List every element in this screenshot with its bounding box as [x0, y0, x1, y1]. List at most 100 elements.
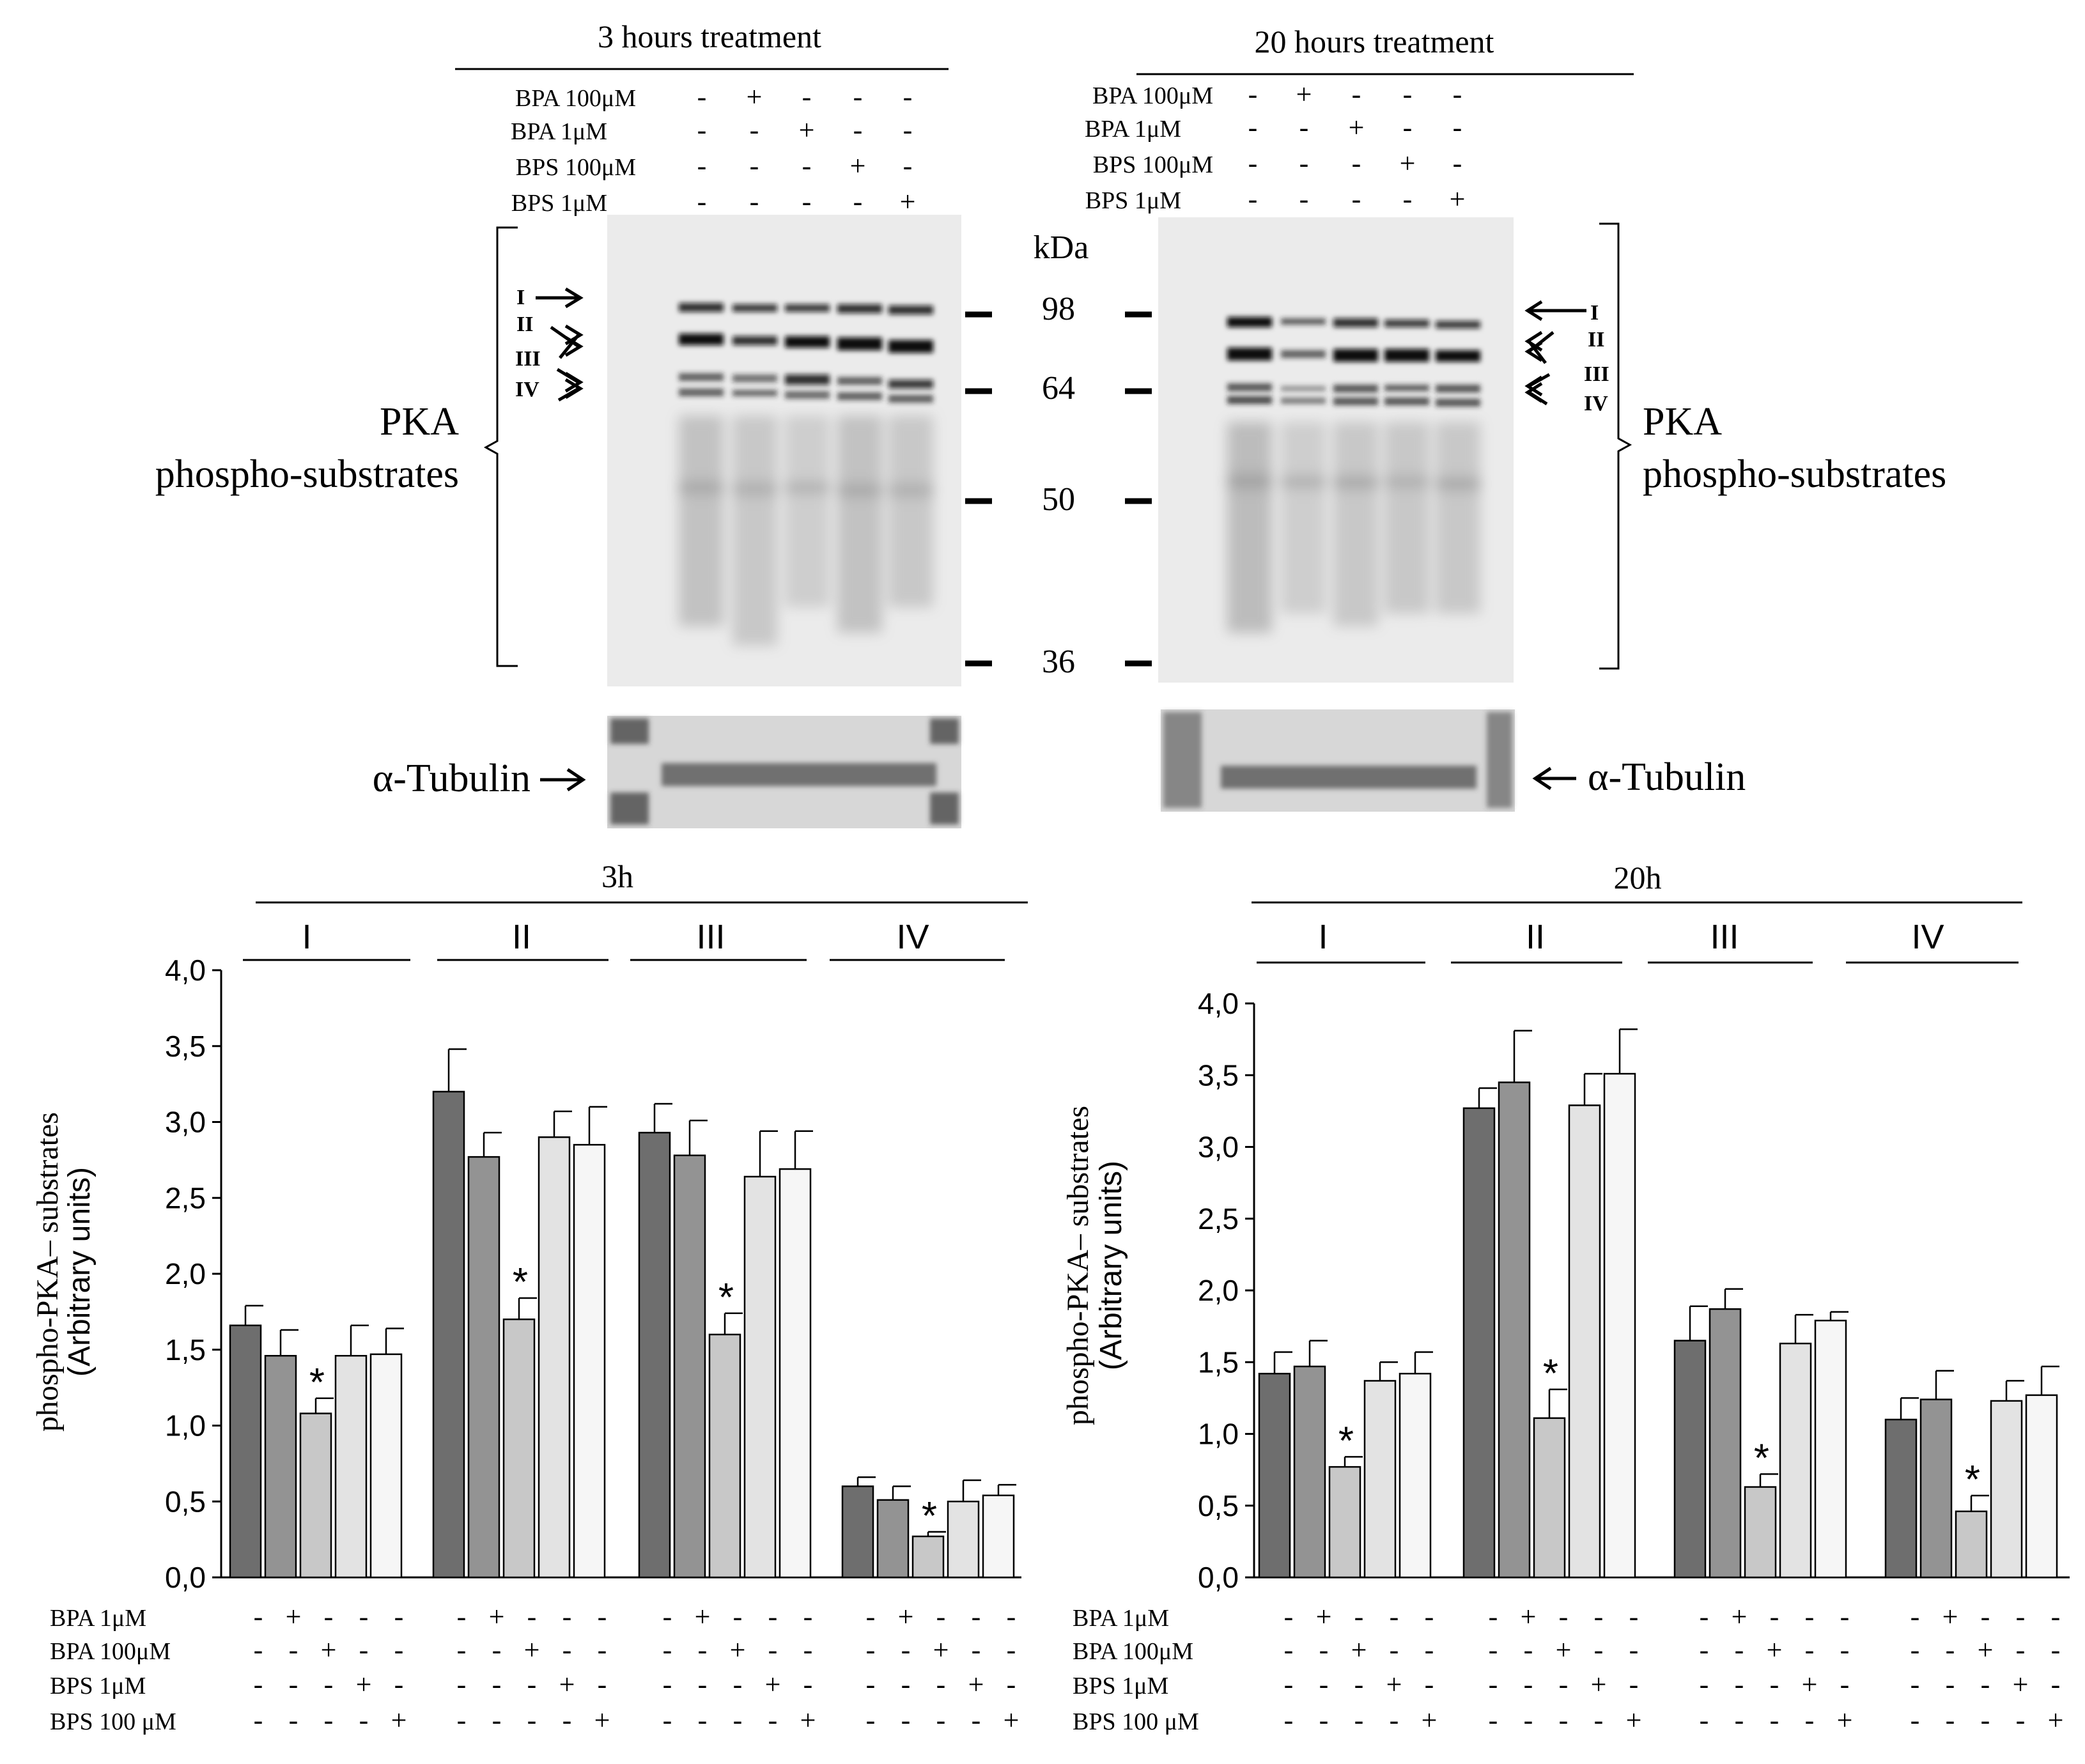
- y-tick-label: 3,0: [165, 1106, 206, 1139]
- condition-sign: -: [1319, 1634, 1329, 1666]
- condition-label: BPS 1μM: [50, 1673, 146, 1699]
- condition-sign: +: [933, 1634, 949, 1666]
- kda-label: kDa: [1034, 229, 1089, 266]
- condition-sign: -: [562, 1634, 572, 1666]
- blot-left-tubulin-arrow: [540, 768, 586, 792]
- condition-sign: -: [1700, 1705, 1709, 1736]
- condition-sign: -: [1805, 1705, 1815, 1736]
- condition-sign: -: [733, 1705, 743, 1736]
- condition-sign: -: [457, 1705, 467, 1736]
- blot-right-condition-label: BPA 100μM: [1092, 82, 1213, 109]
- condition-label: BPA 100μM: [1073, 1638, 1193, 1665]
- blot-lane-sign: -: [1352, 148, 1361, 179]
- condition-sign: +: [356, 1669, 372, 1700]
- blot-left-smear: [679, 415, 933, 646]
- condition-sign: -: [1489, 1634, 1498, 1666]
- condition-sign: -: [457, 1634, 467, 1666]
- y-tick-label: 2,0: [1198, 1274, 1239, 1307]
- condition-sign: -: [1770, 1601, 1779, 1632]
- blot-lane-sign: +: [1296, 79, 1312, 110]
- blot-lane-sign: -: [1453, 148, 1462, 179]
- group-label: II: [1526, 918, 1545, 956]
- blot-lane-sign: -: [903, 81, 913, 112]
- blot-lane-sign: +: [850, 150, 866, 182]
- condition-sign: +: [594, 1705, 610, 1736]
- blot-lane-sign: +: [747, 81, 763, 112]
- condition-sign: -: [972, 1705, 981, 1736]
- bar: [334, 1355, 368, 1579]
- bar: [1462, 1107, 1496, 1579]
- condition-sign: +: [286, 1601, 302, 1632]
- blot-right-band-label: IV: [1584, 392, 1608, 415]
- condition-sign: -: [663, 1669, 672, 1700]
- condition-sign: -: [492, 1705, 502, 1736]
- condition-sign: -: [359, 1705, 369, 1736]
- condition-sign: -: [562, 1601, 572, 1632]
- y-axis-label: (Arbitrary units): [1094, 1161, 1128, 1370]
- condition-sign: +: [765, 1669, 781, 1700]
- condition-label: BPA 100μM: [50, 1638, 171, 1665]
- y-axis-label: phospho-PKA– substrates: [1061, 1106, 1095, 1425]
- group-label: I: [302, 918, 311, 956]
- bar: [779, 1168, 812, 1579]
- condition-label: BPA 1μM: [1073, 1605, 1169, 1632]
- condition-label: BPA 1μM: [50, 1605, 146, 1632]
- condition-sign: -: [1559, 1705, 1569, 1736]
- group-label: IV: [1911, 918, 1944, 956]
- blot-lane-sign: -: [1453, 112, 1462, 143]
- condition-sign: +: [1802, 1669, 1818, 1700]
- blot-lane-sign: -: [750, 114, 759, 146]
- bar: [1293, 1365, 1326, 1579]
- condition-sign: -: [254, 1634, 263, 1666]
- blot-right-band-label: III: [1584, 362, 1609, 386]
- condition-sign: +: [559, 1669, 575, 1700]
- bar: [467, 1156, 500, 1579]
- blot-left-band-label: III: [515, 347, 541, 371]
- condition-sign: -: [289, 1669, 298, 1700]
- condition-sign: -: [527, 1705, 537, 1736]
- condition-sign: -: [768, 1634, 778, 1666]
- significance-star: *: [513, 1260, 528, 1304]
- y-tick-label: 2,0: [165, 1257, 206, 1290]
- significance-star: *: [1754, 1436, 1769, 1480]
- condition-sign: -: [768, 1601, 778, 1632]
- bar: [1884, 1418, 1918, 1579]
- condition-sign: -: [1489, 1601, 1498, 1632]
- condition-sign: +: [1767, 1634, 1783, 1666]
- blot-lane-sign: +: [1450, 183, 1466, 215]
- condition-sign: -: [1594, 1705, 1604, 1736]
- blot-lane-sign: -: [697, 186, 707, 217]
- blot-left-band-markers: I II III IV: [515, 286, 584, 402]
- blot-lane-sign: -: [1403, 79, 1413, 110]
- y-tick-label: 0,0: [1198, 1561, 1239, 1594]
- y-tick-label: 1,0: [1198, 1418, 1239, 1451]
- condition-sign: +: [1386, 1669, 1402, 1700]
- condition-sign: -: [1700, 1601, 1709, 1632]
- bar: [1709, 1308, 1742, 1579]
- bar: [1328, 1466, 1361, 1579]
- bar: [502, 1319, 536, 1579]
- chart-3h: 3hI II III IV0,00,51,01,52,02,53,03,54,0pho…: [31, 858, 1028, 1736]
- bar: [1990, 1400, 2023, 1579]
- blot-lane-sign: -: [903, 150, 913, 182]
- blot-lane-sign: -: [1352, 183, 1361, 215]
- blot-lane-sign: -: [697, 114, 707, 146]
- condition-sign: -: [1489, 1669, 1498, 1700]
- condition-sign: -: [1559, 1601, 1569, 1632]
- condition-sign: -: [733, 1669, 743, 1700]
- y-tick-label: 0,5: [165, 1485, 206, 1518]
- condition-sign: -: [2016, 1705, 2026, 1736]
- blot-right-band-label: I: [1590, 301, 1599, 325]
- blot-left-condition-label: BPS 100μM: [516, 154, 636, 181]
- bar: [299, 1412, 332, 1579]
- condition-sign: -: [1629, 1634, 1639, 1666]
- blot-left-band-label: IV: [515, 378, 539, 401]
- condition-sign: -: [289, 1634, 298, 1666]
- condition-sign: -: [457, 1669, 467, 1700]
- condition-sign: -: [1629, 1669, 1639, 1700]
- condition-sign: -: [803, 1669, 813, 1700]
- significance-star: *: [718, 1276, 734, 1320]
- condition-sign: -: [936, 1601, 946, 1632]
